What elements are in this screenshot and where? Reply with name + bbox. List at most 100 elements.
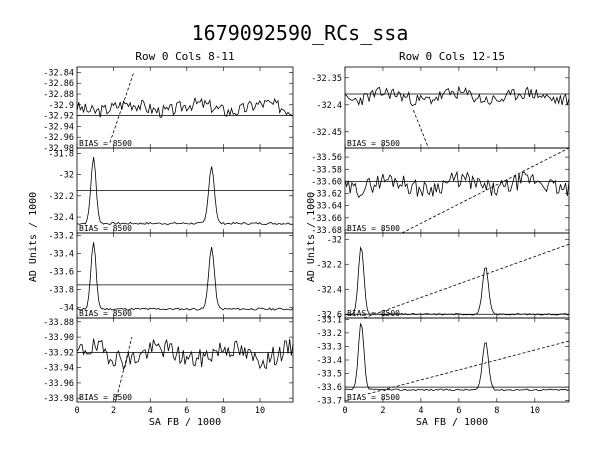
fit-line-dashed (367, 340, 570, 395)
fit-line-dashed (115, 336, 133, 403)
bias-label: BIAS = 8500 (347, 309, 400, 318)
fit-line-dashed (363, 243, 570, 319)
x-tick-label: 10 (255, 406, 265, 416)
right-xlabel: SA FB / 1000 (416, 417, 488, 428)
y-tick-label: -33.68 (311, 226, 342, 236)
y-tick-label: -32.35 (311, 74, 342, 84)
right-ylabel: AD Units / 1000 (306, 192, 317, 282)
y-tick-label: -33.3 (316, 342, 342, 352)
plot-frame (344, 232, 570, 319)
series-trace (76, 242, 294, 311)
x-tick-label: 2 (380, 406, 385, 416)
series-trace (76, 338, 294, 371)
y-tick-label: -32.98 (43, 144, 74, 154)
x-tick-label: 8 (221, 406, 226, 416)
panel-right-0: -32.35 -32.4 -32.45 BIAS = 8500 (311, 66, 570, 149)
y-tick-label: -31.8 (48, 149, 74, 159)
y-tick-label: -33.2 (316, 329, 342, 339)
y-tick-label: -32.6 (316, 310, 342, 320)
y-tick-label: -33.64 (311, 202, 342, 212)
panel-left-0: -32.84-32.86-32.88-32.9-32.92-32.94-32.9… (43, 66, 294, 154)
bias-label: BIAS = 8500 (79, 139, 132, 148)
fit-line-dashed (401, 147, 570, 234)
y-tick-label: -33.66 (311, 214, 342, 224)
y-tick-label: -33.94 (43, 364, 74, 374)
left-ylabel: AD Units / 1000 (28, 192, 39, 282)
y-tick-label: -33.6 (316, 383, 342, 393)
series-trace (344, 170, 570, 199)
panel-right-1: -33.56 -33.58 -33.60 -33.62 -33.64 -33.66 -33.… (311, 147, 570, 236)
series-trace (76, 97, 294, 118)
y-tick-label: -33.5 (316, 370, 342, 380)
y-tick-label: -32.86 (43, 79, 74, 89)
y-tick-label: -32.2 (48, 192, 74, 202)
y-tick-label: -33.4 (316, 356, 342, 366)
y-tick-label: -34 (59, 303, 74, 313)
y-tick-label: -32.4 (48, 213, 74, 223)
y-tick-label: -32.84 (43, 68, 74, 78)
y-tick-label: -33.8 (48, 285, 74, 295)
x-tick-label: 8 (494, 406, 499, 416)
plot-frame (76, 232, 294, 319)
y-tick-label: -33.60 (311, 177, 342, 187)
figure-title: 1679092590_RCs_ssa (192, 21, 409, 45)
y-tick-label: -32.92 (43, 112, 74, 122)
y-tick-label: -32 (59, 171, 74, 181)
y-tick-label: -33.1 (316, 315, 342, 325)
y-tick-label: -32.88 (43, 90, 74, 100)
x-tick-label: 4 (418, 406, 423, 416)
y-tick-label: -32 (327, 235, 342, 245)
bias-label: BIAS = 8500 (347, 224, 400, 233)
y-tick-label: -33.96 (43, 379, 74, 389)
y-tick-label: -33.2 (48, 232, 74, 242)
y-tick-label: -32.45 (311, 128, 342, 138)
left-subtitle: Row 0 Cols 8-11 (135, 50, 234, 63)
y-tick-label: -33.98 (43, 394, 74, 404)
fit-line-dashed (412, 110, 429, 149)
bias-label: BIAS = 8500 (347, 393, 400, 402)
y-tick-label: -33.90 (43, 333, 74, 343)
y-tick-label: -33.92 (43, 348, 74, 358)
x-tick-label: 10 (530, 406, 540, 416)
right-subtitle: Row 0 Cols 12-15 (399, 50, 505, 63)
bias-label: BIAS = 8500 (79, 393, 132, 402)
y-tick-label: -32.9 (48, 101, 74, 111)
y-tick-label: -33.58 (311, 165, 342, 175)
x-tick-label: 2 (111, 406, 116, 416)
panel-left-1: -31.8 -32 -32.2 -32.4 BIAS = 8500 (48, 147, 294, 234)
y-tick-label: -33.4 (48, 250, 74, 260)
series-trace (344, 86, 570, 107)
y-tick-label: -32.94 (43, 122, 74, 132)
x-tick-label: 6 (456, 406, 461, 416)
y-tick-label: -33.7 (316, 397, 342, 407)
plot-frame (76, 66, 294, 149)
y-tick-label: -32.96 (43, 133, 74, 143)
fit-line-dashed (109, 72, 135, 143)
series-trace (76, 157, 294, 225)
y-tick-label: -32.4 (316, 101, 342, 111)
panel-right-3: -33.1 -33.2 -33.3 -33.4 -33.5 -33.6 -33.7 BIAS … (316, 315, 570, 407)
plot-frame (344, 147, 570, 234)
y-tick-label: -32.2 (316, 260, 342, 270)
plot-frame (76, 317, 294, 403)
panels: -32.84-32.86-32.88-32.9-32.92-32.94-32.9… (43, 66, 570, 416)
y-tick-label: -32.4 (316, 285, 342, 295)
panel-left-3: -33.88 -33.90 -33.92 -33.94 -33.96 -33.98 BIAS… (43, 317, 294, 404)
panel-right-2: -32 -32.2 -32.4 -32.6 BIAS = 8500 (316, 232, 570, 320)
plot-frame (344, 66, 570, 149)
series-trace (344, 323, 570, 392)
left-xlabel: SA FB / 1000 (149, 417, 221, 428)
bias-label: BIAS = 8500 (347, 139, 400, 148)
series-trace (344, 246, 570, 316)
panel-left-2: -33.2 -33.4 -33.6 -33.8 -34 BIAS = 8500 (48, 232, 294, 319)
y-tick-label: -33.62 (311, 190, 342, 200)
x-tick-label: 0 (342, 406, 347, 416)
y-tick-label: -33.88 (43, 318, 74, 328)
x-tick-label: 4 (148, 406, 153, 416)
y-tick-label: -33.56 (311, 153, 342, 163)
x-tick-label: 6 (184, 406, 189, 416)
bias-label: BIAS = 8500 (79, 224, 132, 233)
x-tick-label: 0 (74, 406, 79, 416)
y-tick-label: -33.6 (48, 267, 74, 277)
